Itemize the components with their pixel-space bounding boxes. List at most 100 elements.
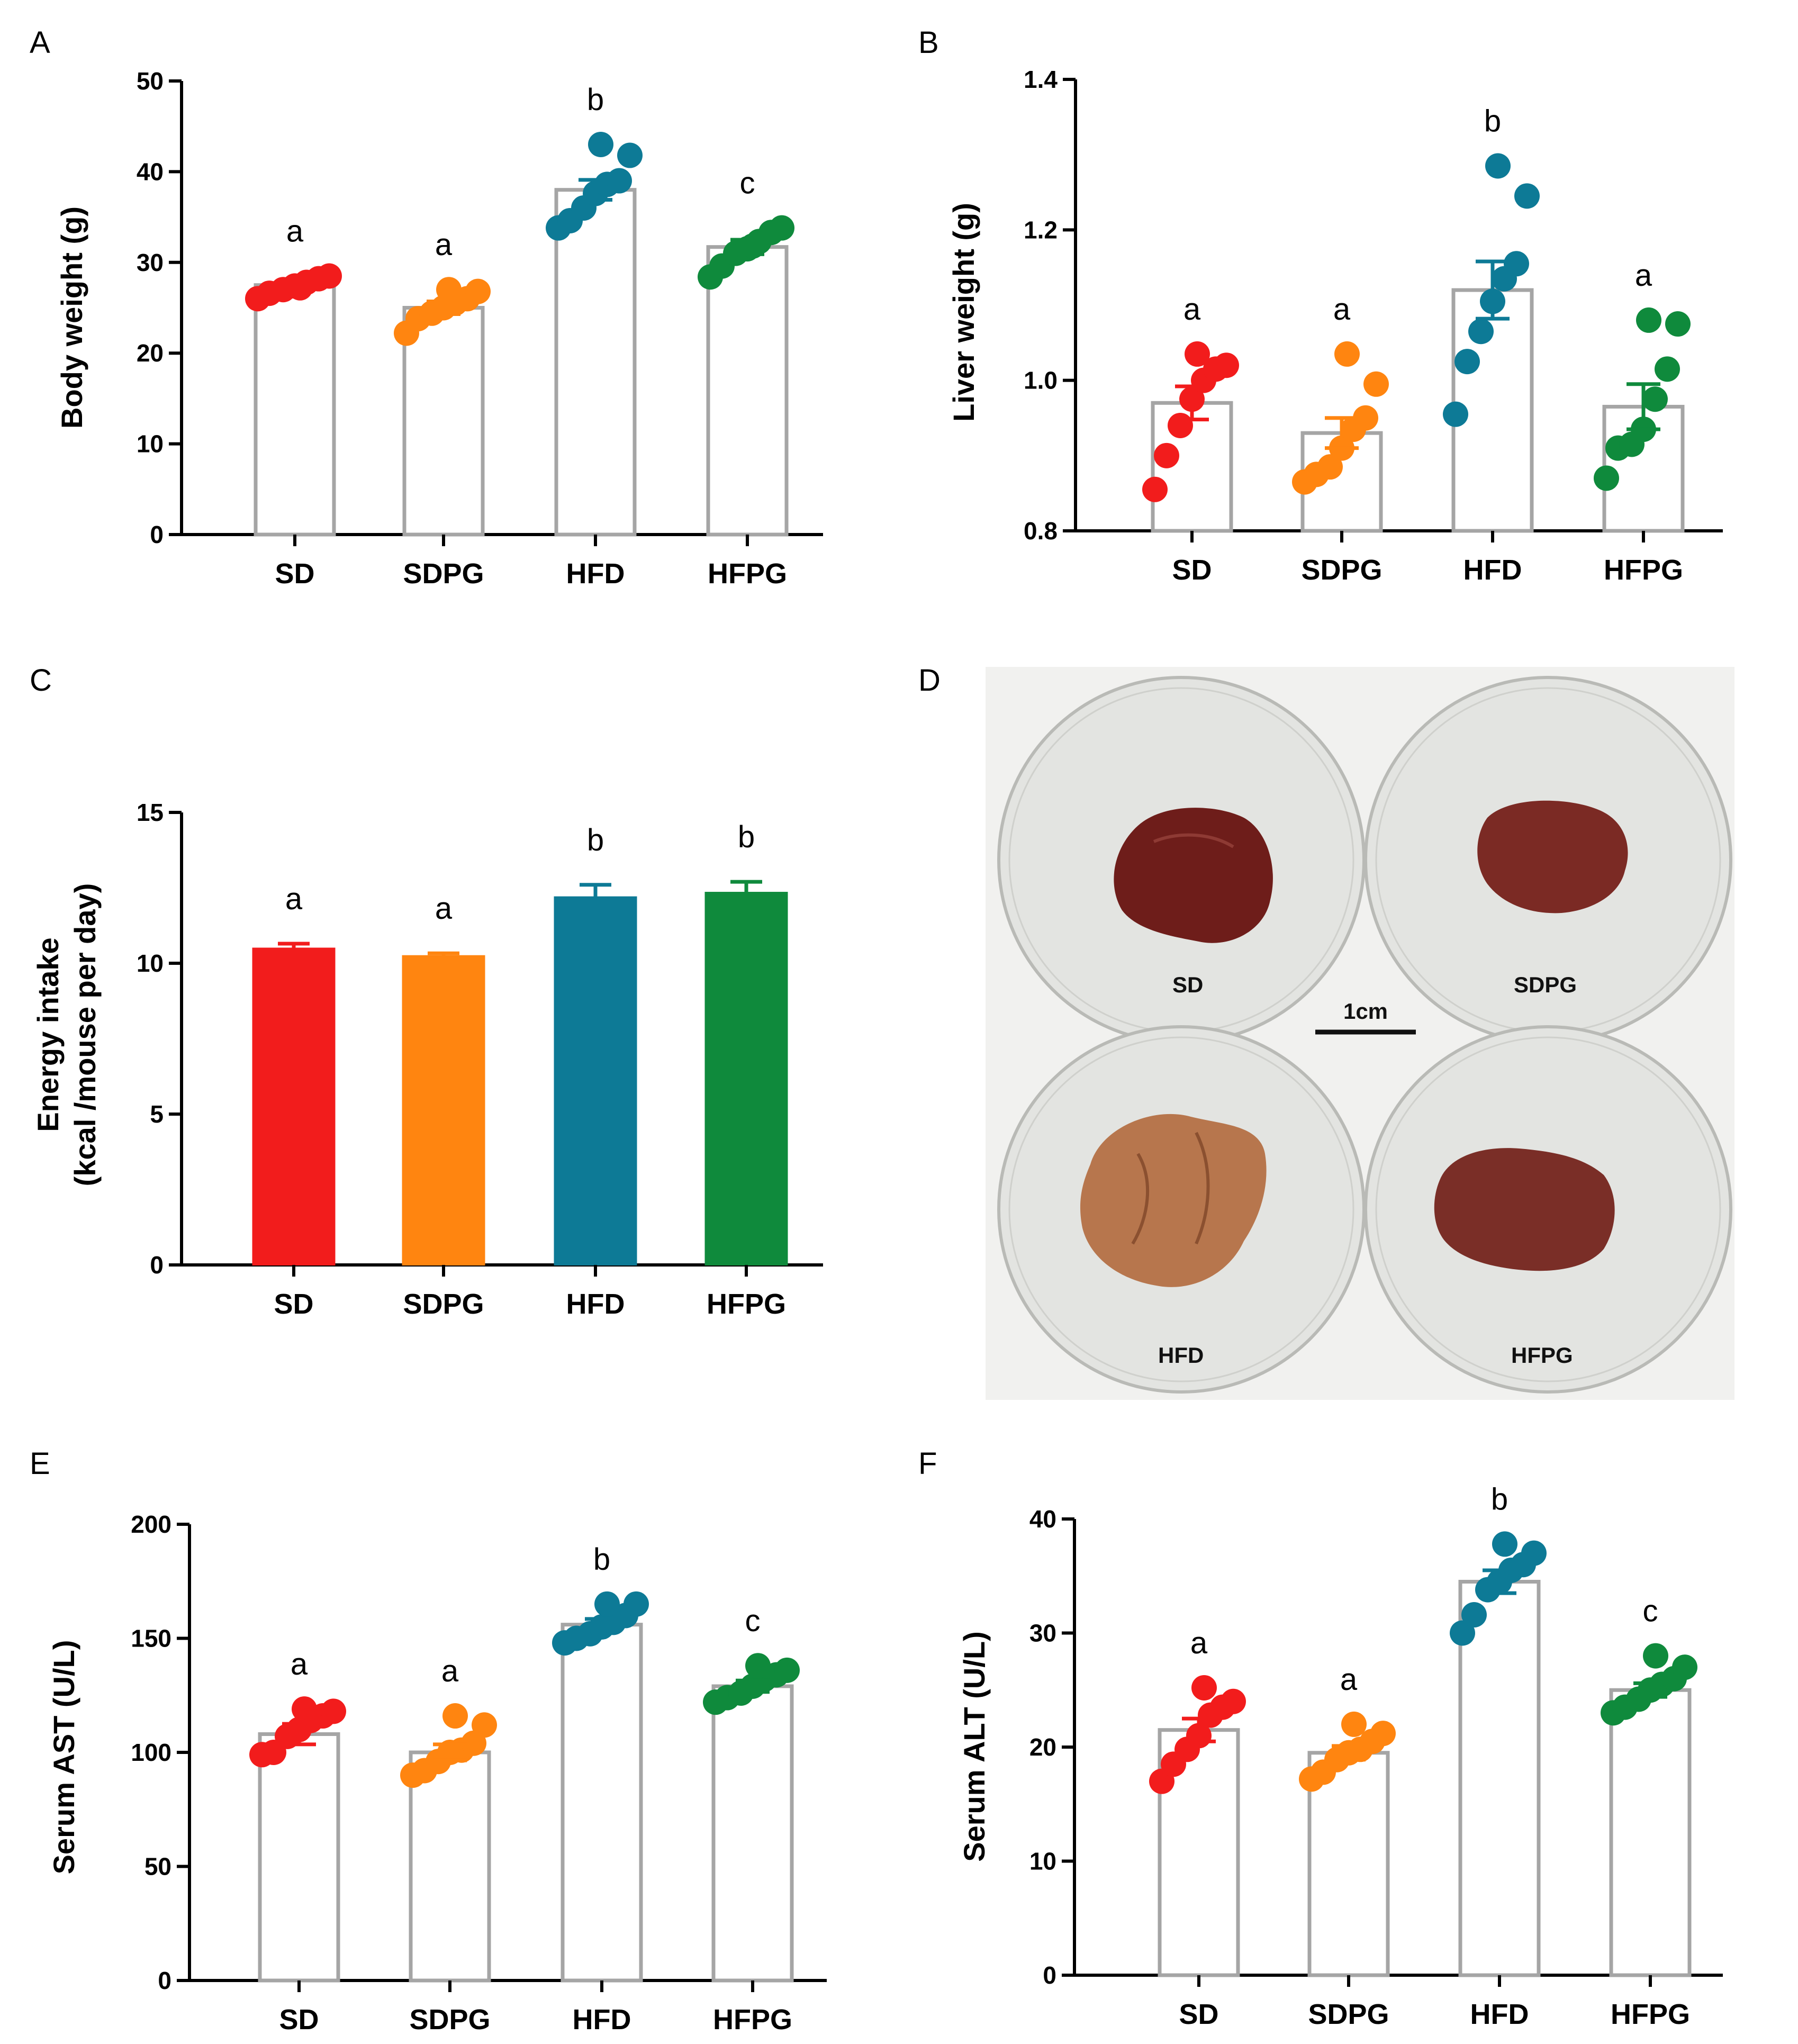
data-point-b-hfpg — [1665, 311, 1691, 337]
y-axis-label-c-line2: (kcal /mouse per day) — [68, 883, 102, 1187]
y-tick-label-a: 30 — [137, 249, 164, 276]
data-point-e-sd — [321, 1698, 346, 1724]
x-tick-label-a-hfd: HFD — [566, 558, 625, 590]
significance-letter-f-sdpg: a — [1340, 1662, 1358, 1697]
data-point-a-hfpg — [769, 215, 794, 241]
liver-sd — [1114, 808, 1273, 943]
data-point-e-sdpg — [472, 1712, 497, 1738]
significance-letter-a-hfpg: c — [740, 166, 755, 201]
petri-dish-hfpg: HFPG — [1364, 1025, 1732, 1394]
y-tick-label-a: 40 — [137, 158, 164, 185]
data-point-f-hfd — [1521, 1540, 1547, 1566]
significance-letter-c-hfpg: b — [738, 820, 755, 854]
y-tick-label-f: 10 — [1029, 1848, 1056, 1875]
error-bar-f-sd — [1182, 1716, 1216, 1743]
significance-letter-b-hfpg: a — [1635, 258, 1652, 293]
bar-e-hfpg — [711, 1684, 794, 1983]
petri-dish-sdpg: SDPG — [1364, 676, 1732, 1044]
data-point-b-hfpg — [1594, 465, 1619, 491]
y-tick-label-c: 10 — [137, 949, 164, 977]
photo-label-hfd: HFD — [1158, 1343, 1204, 1368]
error-bar-a-hfd — [579, 178, 612, 202]
y-ticks-f: 0 10 20 30 40 — [1029, 1505, 1074, 1989]
y-tick-label-a: 0 — [150, 521, 164, 548]
data-point-f-hfd — [1492, 1531, 1517, 1557]
error-bar-e-sdpg — [433, 1742, 467, 1762]
y-tick-label-f: 20 — [1029, 1733, 1056, 1761]
panel-letter-a: A — [30, 25, 50, 60]
significance-letter-b-sd: a — [1183, 292, 1201, 327]
error-bar-a-sd — [278, 279, 312, 291]
petri-dish-hfd: HFD — [997, 1025, 1366, 1394]
x-tick-label-e-hfpg: HFPG — [713, 2004, 792, 2036]
y-axis-label-e: Serum AST (U/L) — [47, 1640, 80, 1875]
x-tick-label-f-hfd: HFD — [1470, 1998, 1529, 2030]
scale-bar-label: 1cm — [1343, 999, 1388, 1024]
error-bar-a-sdpg — [427, 300, 460, 316]
x-tick-label-c-sd: SD — [274, 1288, 313, 1320]
panel-letter-e: E — [30, 1446, 50, 1481]
significance-letter-b-hfd: b — [1484, 104, 1501, 138]
x-tick-label-e-sd: SD — [279, 2004, 319, 2036]
y-ticks-c: 0 5 10 15 — [137, 799, 182, 1279]
significance-letter-a-sd: a — [286, 214, 304, 249]
y-tick-label-e: 50 — [144, 1853, 171, 1880]
panel-e: E Serum AST (U/L) 0 50 100 150 200 SD SDPG HFD… — [30, 1446, 827, 2036]
data-point-f-sd — [1191, 1675, 1217, 1701]
y-axis-label-a: Body weight (g) — [55, 206, 88, 429]
significance-letter-c-sdpg: a — [435, 891, 453, 926]
y-tick-label-b: 0.8 — [1024, 517, 1058, 545]
bar-a-sdpg — [402, 306, 485, 537]
significance-letter-f-sd: a — [1190, 1626, 1208, 1660]
data-point-e-hfpg — [745, 1653, 771, 1679]
y-tick-label-c: 5 — [150, 1100, 164, 1128]
error-bar-b-sd — [1175, 384, 1209, 422]
liver-hfpg — [1434, 1148, 1615, 1271]
liver-hfd — [1080, 1114, 1267, 1287]
panel-d-photo: D SD SDPG HFD — [918, 663, 1734, 1400]
data-point-f-sd — [1221, 1688, 1246, 1714]
error-bar-e-sd — [282, 1722, 316, 1747]
bar-c-hfd — [554, 896, 637, 1265]
data-point-e-hfpg — [774, 1657, 800, 1683]
data-point-b-sd — [1185, 341, 1210, 367]
significance-letter-b-sdpg: a — [1333, 292, 1351, 327]
y-axis-label-b: Liver weight (g) — [947, 203, 980, 422]
y-tick-label-c: 15 — [137, 799, 164, 826]
bar-c-sd — [252, 947, 336, 1265]
data-point-b-sd — [1142, 476, 1168, 502]
data-point-b-sdpg — [1317, 454, 1343, 480]
significance-letter-a-sdpg: a — [435, 228, 453, 262]
data-point-b-hfd — [1443, 401, 1468, 427]
x-tick-label-f-sdpg: SDPG — [1308, 1998, 1389, 2030]
data-point-f-hfd — [1461, 1602, 1487, 1628]
y-tick-label-e: 100 — [131, 1739, 171, 1766]
significance-letter-e-hfd: b — [593, 1542, 610, 1577]
x-tick-label-b-hfpg: HFPG — [1604, 554, 1683, 586]
x-tick-label-b-hfd: HFD — [1463, 554, 1522, 586]
y-tick-label-b: 1.0 — [1024, 367, 1058, 394]
data-point-e-sd — [292, 1696, 317, 1722]
data-point-b-hfpg — [1642, 386, 1668, 412]
y-tick-label-b: 1.4 — [1024, 66, 1058, 93]
bars-a — [245, 131, 794, 537]
data-point-b-sd — [1154, 442, 1179, 468]
bar-a-sd — [254, 283, 336, 537]
data-point-a-hfd — [617, 142, 643, 168]
data-point-f-hfpg — [1672, 1654, 1697, 1680]
y-tick-label-e: 150 — [131, 1625, 171, 1652]
y-tick-label-f: 30 — [1029, 1620, 1056, 1647]
data-point-b-hfd — [1504, 251, 1529, 277]
data-point-b-hfd — [1468, 319, 1494, 345]
error-bar-c-sdpg — [428, 951, 459, 956]
x-tick-label-a-hfpg: HFPG — [708, 558, 787, 590]
data-point-b-hfd — [1485, 153, 1511, 179]
bars-b — [1142, 153, 1691, 533]
data-point-b-sdpg — [1363, 371, 1389, 397]
data-point-a-hfd — [588, 131, 613, 157]
error-bar-e-hfd — [585, 1617, 619, 1632]
error-bar-f-hfpg — [1633, 1681, 1667, 1699]
error-bar-e-hfpg — [736, 1678, 770, 1694]
data-point-f-sdpg — [1341, 1711, 1367, 1737]
error-bar-b-hfd — [1476, 259, 1510, 321]
